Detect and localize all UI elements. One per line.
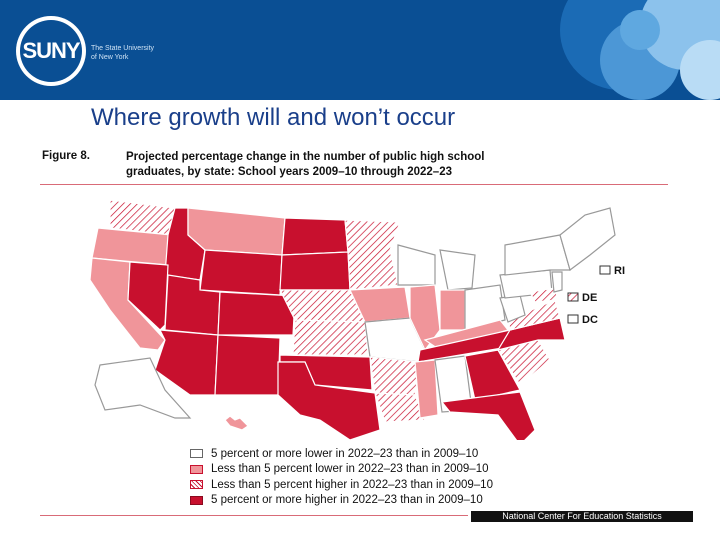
legend-label: 5 percent or more higher in 2022–23 than… — [211, 494, 483, 507]
state-virginia[interactable] — [507, 299, 561, 331]
de-label: DE — [582, 292, 597, 304]
ri-label: RI — [614, 265, 625, 277]
us-states-map: RI DE DC — [89, 199, 625, 440]
figure-label: Figure 8. — [42, 150, 90, 162]
state-louisiana[interactable] — [374, 392, 426, 423]
legend-row: 5 percent or more lower in 2022–23 than … — [190, 446, 493, 462]
logo-text: SUNY — [22, 38, 80, 63]
state-arkansas[interactable] — [369, 356, 421, 396]
legend-row: Less than 5 percent lower in 2022–23 tha… — [190, 462, 493, 478]
state-new-jersey[interactable] — [551, 271, 563, 293]
slide-title: Where growth will and won’t occur — [91, 104, 456, 131]
state-wyoming[interactable] — [199, 249, 283, 296]
de-swatch — [567, 292, 579, 302]
dc-swatch — [567, 314, 579, 324]
dc-label: DC — [582, 314, 598, 326]
legend-label: 5 percent or more lower in 2022–23 than … — [211, 447, 479, 460]
state-florida[interactable] — [440, 391, 536, 440]
logo-subtitle-line2: of New York — [91, 54, 129, 61]
state-montana[interactable] — [187, 207, 286, 256]
suny-logo-inner: SUNY — [20, 20, 82, 82]
state-minnesota[interactable] — [344, 219, 401, 291]
state-wisconsin[interactable] — [397, 244, 436, 286]
state-georgia[interactable] — [464, 349, 521, 401]
figure-caption: Projected percentage change in the numbe… — [126, 150, 646, 180]
legend-swatch-higher5plus — [190, 495, 203, 505]
header-banner: SUNY The State University of New York — [0, 0, 720, 100]
source-credit: National Center For Education Statistics — [471, 511, 693, 522]
state-colorado[interactable] — [217, 291, 296, 336]
state-mississippi[interactable] — [414, 359, 439, 419]
state-michigan[interactable] — [439, 249, 476, 291]
caption-divider — [40, 184, 668, 185]
state-kansas[interactable] — [292, 319, 369, 356]
decorative-bubble — [680, 40, 720, 100]
state-nevada[interactable] — [127, 261, 169, 331]
legend-swatch-higherless5 — [190, 480, 203, 490]
state-hawaii[interactable] — [224, 415, 249, 431]
state-texas[interactable] — [277, 361, 381, 440]
ri-swatch — [599, 265, 611, 275]
footer-divider — [40, 515, 468, 516]
state-new-mexico[interactable] — [214, 334, 281, 396]
state-indiana[interactable] — [439, 289, 466, 331]
legend-row: Less than 5 percent higher in 2022–23 th… — [190, 477, 493, 493]
figure-caption-line1: Projected percentage change in the numbe… — [126, 151, 485, 163]
legend-label: Less than 5 percent higher in 2022–23 th… — [211, 478, 493, 491]
legend-row: 5 percent or more higher in 2022–23 than… — [190, 493, 493, 509]
state-maryland[interactable] — [529, 287, 559, 303]
logo-subtitle: The State University of New York — [91, 44, 171, 62]
decorative-bubble — [620, 10, 660, 50]
legend-swatch-lowerless5 — [190, 464, 203, 474]
state-new-england[interactable] — [559, 207, 616, 272]
logo-subtitle-line1: The State University — [91, 45, 155, 52]
map-legend: 5 percent or more lower in 2022–23 than … — [190, 446, 493, 508]
state-arizona[interactable] — [154, 329, 219, 396]
state-north-dakota[interactable] — [281, 217, 349, 256]
legend-swatch-lower5plus — [190, 449, 203, 459]
state-ohio[interactable] — [464, 284, 506, 331]
state-alaska[interactable] — [94, 357, 192, 419]
state-south-dakota[interactable] — [279, 251, 351, 291]
figure-caption-line2: graduates, by state: School years 2009–1… — [126, 166, 452, 178]
legend-label: Less than 5 percent lower in 2022–23 tha… — [211, 463, 489, 476]
state-new-york[interactable] — [504, 234, 571, 276]
